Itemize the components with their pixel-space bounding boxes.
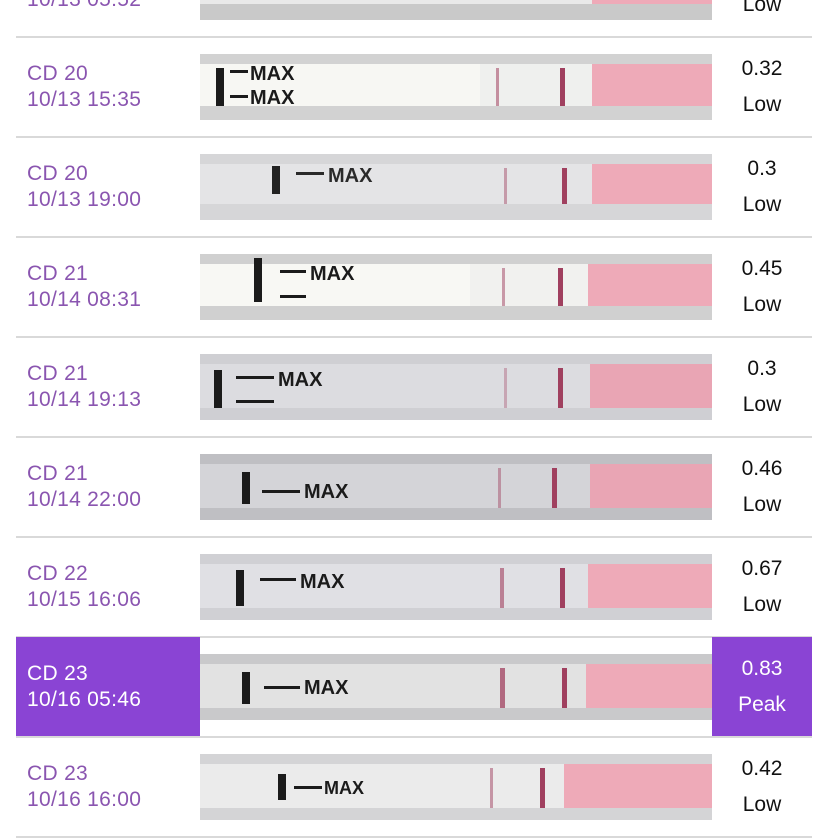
test-strip-image: MAX — [200, 254, 712, 320]
row-date: 10/14 22:00 — [27, 488, 142, 511]
test-strip-svg: MAX — [200, 554, 712, 620]
max-arrow-label: MAX — [250, 63, 295, 85]
row-divider — [16, 736, 812, 738]
row-result-cell: 0.32 Low — [712, 37, 812, 137]
test-strip-svg — [200, 0, 712, 20]
row-result-cell: Low — [712, 0, 812, 37]
cycle-day: CD 20 — [27, 162, 89, 185]
result-label: Low — [742, 293, 782, 316]
row-result-cell: 0.42 Low — [712, 737, 812, 837]
test-strip-svg: MAX — [200, 754, 712, 820]
test-strip-image: MAX — [200, 654, 712, 720]
test-strip-image — [200, 0, 712, 20]
row-date-cell: CD 23 10/16 05:46 — [16, 637, 200, 737]
row-divider — [16, 436, 812, 438]
row-result-cell: 0.45 Low — [712, 237, 812, 337]
test-strip-image: MAX — [200, 454, 712, 520]
test-strip-image: MAX — [200, 154, 712, 220]
cycle-day: CD 21 — [27, 262, 89, 285]
row-result-cell: 0.67 Low — [712, 537, 812, 637]
max-arrow-label: MAX — [278, 369, 323, 391]
max-arrow-label: MAX — [328, 165, 373, 187]
row-divider — [16, 36, 812, 38]
test-strip-image: MAX — [200, 754, 712, 820]
row-result-cell: 0.46 Low — [712, 437, 812, 537]
cycle-day: CD 23 — [27, 662, 89, 685]
max-arrow-label: MAX — [304, 481, 349, 503]
row-date-cell: CD 21 10/14 19:13 — [16, 337, 200, 437]
list-item[interactable]: CD 20 10/13 15:35 MAX MAX 0.32 Low — [16, 37, 812, 137]
cycle-day: CD 21 — [27, 462, 89, 485]
list-item[interactable]: CD 21 10/14 08:31 MAX 0.45 Low — [16, 237, 812, 337]
test-strip-svg: MAX — [200, 154, 712, 220]
test-strip-svg: MAX MAX — [200, 54, 712, 120]
list-item[interactable]: CD 22 10/15 16:06 MAX 0.67 Low — [16, 537, 812, 637]
row-result-cell: 0.83 Peak — [712, 637, 812, 737]
row-date: 10/14 08:31 — [27, 288, 142, 311]
row-divider — [16, 236, 812, 238]
test-strip-image: MAX — [200, 554, 712, 620]
list-item-peak[interactable]: CD 23 10/16 05:46 MAX 0.83 Peak — [16, 637, 812, 737]
row-divider — [16, 136, 812, 138]
row-date-cell: CD 20 10/13 15:35 — [16, 37, 200, 137]
row-date: 10/13 05:52 — [27, 0, 200, 13]
row-date: 10/16 05:46 — [27, 688, 142, 711]
row-date-cell: CD 21 10/14 22:00 — [16, 437, 200, 537]
lh-value: 0.3 — [747, 157, 777, 180]
lh-value: 0.83 — [741, 657, 783, 680]
test-strip-image: MAX MAX — [200, 54, 712, 120]
lh-value: 0.45 — [741, 257, 783, 280]
max-arrow-label: MAX — [300, 571, 345, 593]
list-item[interactable]: CD 21 10/14 22:00 MAX 0.46 Low — [16, 437, 812, 537]
result-label: Low — [742, 793, 782, 816]
lh-value: 0.32 — [741, 57, 783, 80]
lh-value: 0.46 — [741, 457, 783, 480]
list-item[interactable]: CD 23 10/16 16:00 MAX 0.42 Low — [16, 737, 812, 837]
row-date-cell: CD 23 10/16 16:00 — [16, 737, 200, 837]
max-arrow-label: MAX — [324, 778, 364, 798]
result-label: Peak — [738, 693, 786, 716]
max-arrow-label: MAX — [250, 87, 295, 109]
cycle-day: CD 20 — [27, 62, 89, 85]
lh-value: 0.67 — [741, 557, 783, 580]
cycle-day: CD 23 — [27, 762, 89, 785]
max-arrow-label: MAX — [310, 263, 355, 285]
lh-value: 0.42 — [741, 757, 783, 780]
row-date: 10/15 16:06 — [27, 588, 142, 611]
list-item[interactable]: CD 20 10/13 19:00 MAX 0.3 Low — [16, 137, 812, 237]
list-item-partial[interactable]: 10/13 05:52 Low — [16, 0, 812, 37]
row-divider — [16, 536, 812, 538]
row-result-cell: 0.3 Low — [712, 337, 812, 437]
cycle-day: CD 22 — [27, 562, 89, 585]
row-divider — [16, 336, 812, 338]
test-strip-svg: MAX — [200, 254, 712, 320]
result-label: Low — [742, 393, 782, 416]
row-result-label: Low — [742, 0, 782, 16]
test-strip-svg: MAX — [200, 454, 712, 520]
row-date-cell: CD 22 10/15 16:06 — [16, 537, 200, 637]
row-date: 10/16 16:00 — [27, 788, 142, 811]
row-date: 10/13 19:00 — [27, 188, 142, 211]
result-label: Low — [742, 93, 782, 116]
test-strip-svg: MAX — [200, 354, 712, 420]
lh-value: 0.3 — [747, 357, 777, 380]
test-strip-svg: MAX — [200, 654, 712, 720]
max-arrow-label: MAX — [304, 677, 349, 699]
row-divider — [16, 636, 812, 638]
result-label: Low — [742, 193, 782, 216]
list-item[interactable]: CD 21 10/14 19:13 MAX 0.3 Low — [16, 337, 812, 437]
cycle-day: CD 21 — [27, 362, 89, 385]
row-result-cell: 0.3 Low — [712, 137, 812, 237]
row-date-cell: CD 21 10/14 08:31 — [16, 237, 200, 337]
row-date-cell: CD 20 10/13 19:00 — [16, 137, 200, 237]
result-label: Low — [742, 493, 782, 516]
result-label: Low — [742, 593, 782, 616]
row-date: 10/13 15:35 — [27, 88, 142, 111]
row-date: 10/14 19:13 — [27, 388, 142, 411]
row-date-cell: 10/13 05:52 — [16, 0, 200, 37]
test-strip-image: MAX — [200, 354, 712, 420]
